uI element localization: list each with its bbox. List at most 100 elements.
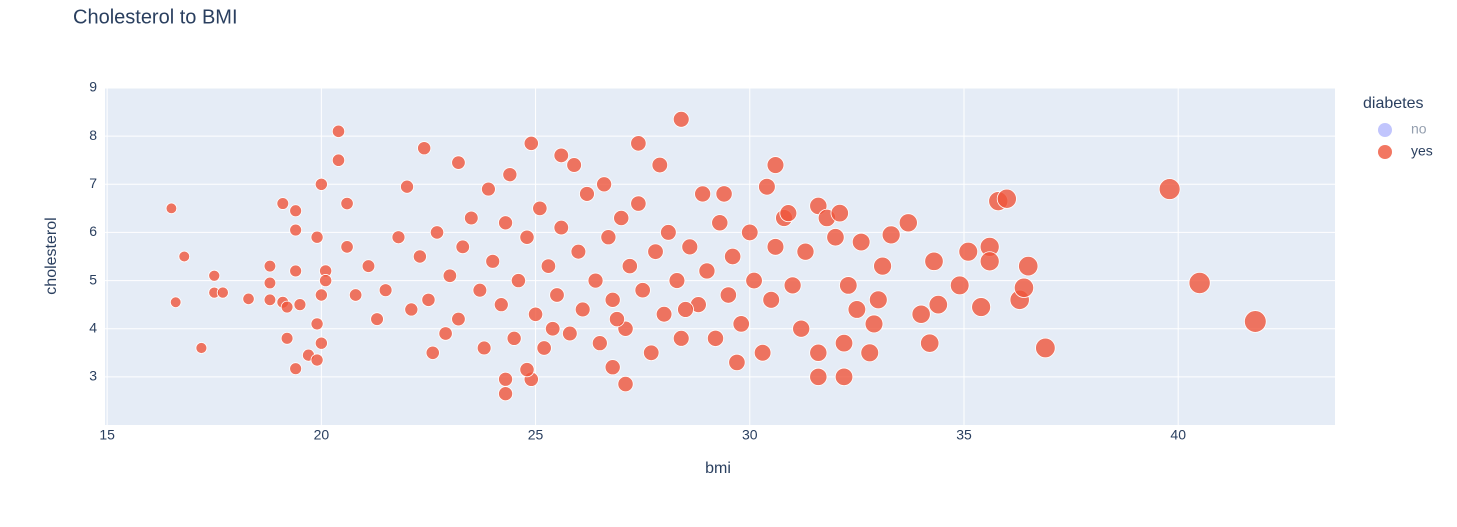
scatter-point [1013,277,1035,298]
scatter-point [655,306,673,323]
scatter-point [672,329,690,347]
scatter-point [847,300,867,319]
legend-label[interactable]: no [1411,121,1427,137]
scatter-point [621,258,638,275]
scatter-point [898,213,918,233]
scatter-point [851,232,871,252]
scatter-point [741,223,759,242]
scatter-point [417,141,432,156]
scatter-point [195,342,208,354]
y-tick-label: 9 [89,79,97,95]
scatter-point [498,371,514,387]
scatter-point [165,202,178,215]
scatter-point [178,250,191,263]
scatter-point [289,264,303,278]
scatter-point [698,262,716,280]
legend-marker[interactable] [1378,145,1392,159]
legend-label[interactable]: yes [1411,143,1433,159]
scatter-point [280,332,294,345]
scatter-point [1244,310,1267,333]
scatter-point [668,272,686,289]
y-tick-label: 8 [89,127,97,143]
scatter-point [766,238,785,256]
scatter-point [1035,337,1056,359]
scatter-point [719,286,737,304]
scatter-point [485,253,501,269]
y-axis-title: cholesterol [43,217,60,294]
scatter-point [464,210,479,226]
scatter-point [613,209,630,227]
scatter-point [830,203,849,223]
scatter-point [587,272,604,289]
scatter-point [839,276,858,295]
scatter-point [596,176,613,193]
scatter-point [348,288,363,302]
scatter-point [340,240,354,254]
scatter-point [732,315,750,333]
scatter-point [451,155,466,170]
scatter-point [911,304,931,324]
scatter-point [920,333,940,353]
scatter-point [216,286,229,299]
scatter-point [873,256,892,276]
scatter-point [949,275,970,296]
scatter-point [263,259,277,273]
scatter-point [169,296,182,308]
scatter-point [694,185,712,203]
scatter-point [455,239,470,255]
scatter-point [864,314,884,334]
scatter-point [681,238,699,256]
scatter-point [562,325,578,342]
legend-marker[interactable] [1378,123,1392,137]
scatter-point [532,200,548,216]
scatter-point [263,276,277,290]
scatter-point [319,274,333,288]
scatter-point [1188,271,1211,294]
scatter-point [809,343,828,362]
y-tick-label: 5 [89,271,97,287]
scatter-point [331,124,346,138]
scatter-point [493,297,509,313]
scatter-point [527,306,544,322]
scatter-point [519,362,535,378]
scatter-point [545,321,561,337]
scatter-point [314,336,328,350]
scatter-point [996,188,1017,209]
scatter-point [378,283,393,298]
scatter-point [779,204,798,223]
scatter-point [706,329,725,347]
scatter-point [783,276,802,295]
scatter-point [634,282,651,299]
scatter-point [766,156,785,174]
legend-title: diabetes [1363,95,1424,112]
x-tick-label: 20 [314,427,330,443]
scatter-point [404,302,419,317]
scatter-point [502,167,518,183]
y-tick-label: 7 [89,175,97,191]
y-tick-label: 6 [89,223,97,239]
scatter-point [762,291,781,309]
scatter-point [604,291,621,308]
scatter-point [549,287,565,303]
scatter-point [506,330,522,346]
scatter-point [289,362,303,376]
scatter-point [340,196,354,211]
scatter-point [792,319,811,338]
scatter-point [630,195,647,212]
scatter-point [660,224,677,241]
scatter-point [310,317,324,331]
scatter-point [498,215,514,231]
scatter-point [370,312,384,326]
scatter-point [566,157,582,173]
scatter-point [289,223,303,237]
x-tick-label: 40 [1170,427,1186,443]
scatter-point [608,311,625,328]
scatter-point [711,214,729,232]
scatter-point [438,326,453,341]
y-tick-label: 3 [89,368,97,384]
x-tick-label: 15 [99,427,115,443]
scatter-point [924,251,944,271]
scatter-point [361,259,376,273]
grid [105,87,1335,425]
scatter-point [451,311,466,327]
